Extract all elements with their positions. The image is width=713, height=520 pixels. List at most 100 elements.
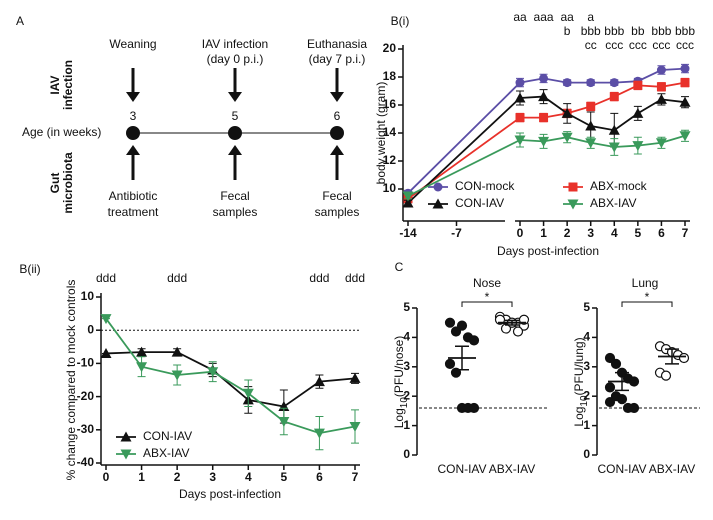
significance-label: ddd [96, 271, 116, 285]
y-tick-label: 3 [583, 359, 590, 373]
data-point [450, 326, 462, 337]
x-tick-label: 2 [174, 470, 181, 484]
legend-label: ABX-IAV [590, 196, 636, 210]
data-point [660, 370, 672, 381]
legend-marker [120, 449, 132, 460]
data-point [512, 326, 524, 337]
row-label: IAVinfection [48, 60, 75, 110]
sample-label: Fecal [220, 189, 249, 203]
y-tick-label: 12 [383, 153, 397, 167]
x-tick-label: 1 [540, 226, 547, 240]
y-tick-label: 16 [383, 97, 397, 111]
x-tick-label: 4 [611, 226, 618, 240]
data-point [610, 358, 622, 369]
marker [585, 138, 597, 149]
marker [278, 417, 290, 427]
significance-label: ccc [605, 38, 623, 52]
data-point [456, 320, 468, 331]
marker [136, 346, 148, 357]
significance-label: ccc [676, 38, 694, 52]
y-axis-label: Log10(PFU/nose) [392, 336, 409, 429]
arrow-head [330, 92, 344, 102]
significance-label: bbb [581, 24, 601, 38]
marker [608, 124, 620, 135]
series-line [105, 318, 356, 435]
legend-marker [433, 182, 443, 192]
marker [586, 78, 596, 88]
row-label-line: microbiota [61, 152, 75, 214]
y-tick-label: -10 [77, 356, 95, 370]
data-point [604, 382, 616, 393]
y-axis-label-unit: (PFU/nose) [392, 336, 406, 397]
data-point [616, 394, 628, 405]
marker [402, 191, 414, 202]
marker [679, 96, 691, 107]
chart-title: Nose [473, 276, 501, 290]
marker [633, 80, 643, 90]
y-tick-label: 4 [583, 330, 590, 344]
series-line [105, 351, 356, 408]
sample-label: treatment [108, 205, 159, 219]
y-tick-label: 4 [403, 330, 410, 344]
y-tick-label: 0 [87, 322, 94, 336]
marker [171, 346, 183, 357]
arrow-head [228, 92, 242, 102]
event-label: (day 0 p.i.) [207, 52, 264, 66]
x-tick-label: CON-IAV [597, 462, 646, 476]
significance-label: ddd [309, 271, 329, 285]
marker [608, 142, 620, 153]
sample-label: Antibiotic [109, 189, 158, 203]
x-tick-label: 1 [138, 470, 145, 484]
y-tick-label: 10 [81, 289, 95, 303]
y-tick-label: 18 [383, 69, 397, 83]
x-tick-label: 0 [517, 226, 524, 240]
y-tick-label: 5 [403, 300, 410, 314]
significance-label: ddd [345, 271, 365, 285]
marker [100, 314, 112, 325]
timeline-node [126, 126, 140, 140]
y-axis-label: body weight (gram) [374, 82, 388, 185]
event-label: Weaning [109, 37, 156, 51]
y-axis-label-sub: 10 [399, 397, 410, 409]
marker [609, 92, 619, 102]
x-axis-label: Days post-infection [179, 487, 281, 501]
data-point [468, 402, 480, 414]
panel-label: C [395, 260, 404, 274]
data-point [628, 402, 640, 414]
sample-label: samples [315, 205, 360, 219]
y-tick-label: 2 [403, 388, 410, 402]
marker [561, 107, 573, 118]
marker [632, 141, 644, 152]
week-label: 5 [232, 109, 239, 123]
significance-label: aa [513, 10, 527, 24]
legend-label: CON-IAV [143, 429, 192, 443]
significance-label: a [587, 10, 594, 24]
significance-label: ddd [167, 271, 187, 285]
x-tick-label: -7 [451, 226, 462, 240]
arrow-head [126, 92, 140, 102]
arrow-head [228, 145, 242, 155]
legend-label: ABX-IAV [143, 446, 189, 460]
data-point [444, 358, 456, 369]
x-tick-label: 5 [635, 226, 642, 240]
marker [242, 388, 254, 399]
x-tick-label: 2 [564, 226, 571, 240]
significance-label: * [485, 290, 490, 304]
x-axis-label: Days post-infection [497, 244, 599, 258]
marker [515, 78, 525, 88]
y-tick-label: 3 [403, 359, 410, 373]
legend-marker [120, 431, 132, 442]
chart-title: Lung [632, 276, 659, 290]
y-tick-label: 20 [383, 41, 397, 55]
marker [609, 78, 619, 88]
marker [515, 113, 525, 123]
sem-bar [455, 345, 469, 371]
marker [313, 428, 325, 439]
y-tick-label: 0 [583, 447, 590, 461]
event-label: IAV infection [202, 37, 268, 51]
significance-label: cc [585, 38, 597, 52]
marker [313, 376, 325, 387]
marker [539, 73, 549, 83]
marker [402, 197, 414, 208]
row-label-line: Gut [48, 173, 62, 194]
